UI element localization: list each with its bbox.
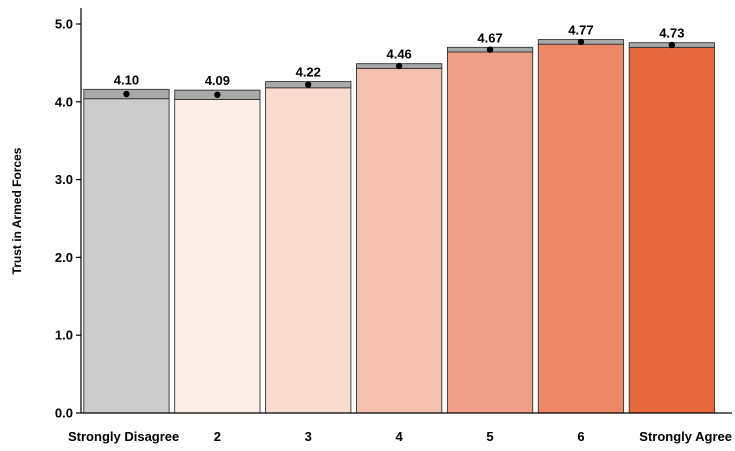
bar xyxy=(265,87,352,414)
y-tick-label: 4.0 xyxy=(55,94,73,109)
bar xyxy=(446,51,534,414)
y-tick-label: 2.0 xyxy=(55,250,73,265)
x-tick-label: 3 xyxy=(305,429,312,444)
bar xyxy=(628,46,715,414)
mean-point xyxy=(395,62,403,70)
y-tick-label: 0.0 xyxy=(55,406,73,421)
y-tick-label: 5.0 xyxy=(55,17,73,32)
x-tick-label: 6 xyxy=(577,429,584,444)
bar xyxy=(356,67,443,414)
y-tick-label: 1.0 xyxy=(55,328,73,343)
mean-point xyxy=(305,81,312,88)
bar xyxy=(83,98,170,414)
x-tick-label: 2 xyxy=(214,429,221,444)
mean-point xyxy=(668,41,676,49)
y-ticks: 0.0 1.0 2.0 3.0 4.0 5.0 xyxy=(55,17,81,421)
data-label: 4.10 xyxy=(114,72,139,87)
mean-point xyxy=(214,91,221,98)
x-ticks: Strongly Disagree 2 3 4 5 6 Strongly Agree xyxy=(68,429,732,444)
x-tick-label: 5 xyxy=(486,429,493,444)
x-tick-label: Strongly Disagree xyxy=(68,429,179,444)
data-label: 4.46 xyxy=(386,47,411,62)
mean-point xyxy=(577,38,585,46)
y-axis-label: Trust in Armed Forces xyxy=(10,147,24,274)
mean-point xyxy=(123,90,130,98)
mean-point xyxy=(486,46,494,53)
plot-area: 4.10 4.09 4.22 4.46 4.67 4.77 4.73 xyxy=(83,23,715,414)
x-tick-label: Strongly Agree xyxy=(639,429,732,444)
data-label: 4.22 xyxy=(296,65,321,80)
x-tick-label: 4 xyxy=(396,429,404,444)
data-label: 4.67 xyxy=(477,30,502,45)
data-label: 4.73 xyxy=(659,26,684,41)
y-tick-label: 3.0 xyxy=(55,172,73,187)
data-label: 4.77 xyxy=(568,23,593,38)
bar xyxy=(537,43,625,414)
data-label: 4.09 xyxy=(205,73,230,88)
bar xyxy=(174,99,261,414)
